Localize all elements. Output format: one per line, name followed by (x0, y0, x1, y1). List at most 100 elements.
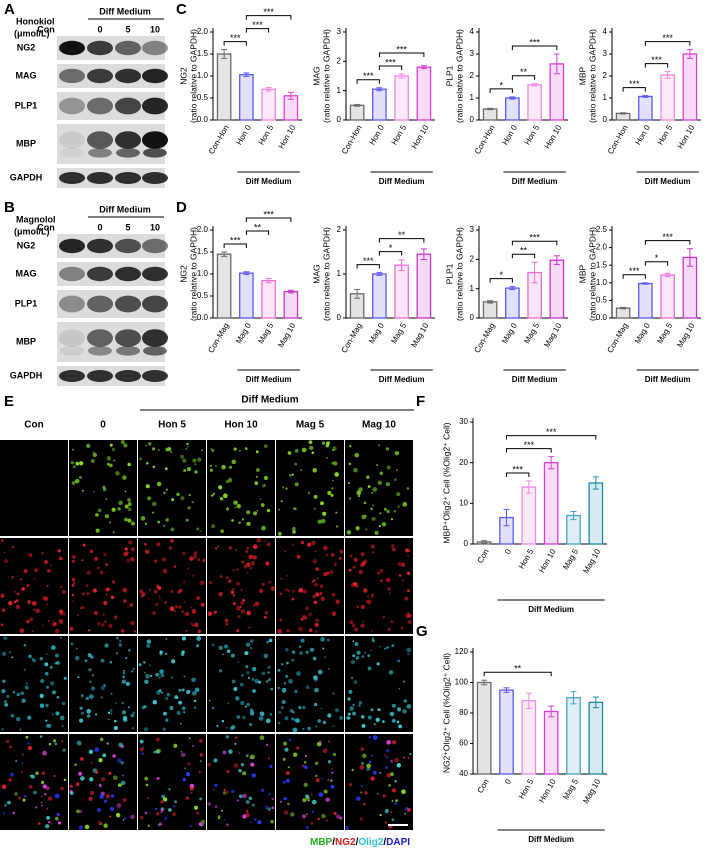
bar (499, 689, 514, 775)
cell-signal (104, 620, 107, 623)
cell-signal (370, 649, 372, 652)
cell-signal (211, 706, 215, 710)
cell-signal (292, 727, 298, 733)
y-axis-label: MBP (577, 264, 587, 283)
error-bar (487, 300, 494, 304)
cell-signal (338, 557, 342, 560)
cell-signal (121, 710, 127, 715)
cell-signal (279, 592, 282, 596)
cell-signal (222, 653, 225, 656)
cell-signal (105, 593, 108, 596)
cell-signal (122, 672, 126, 675)
cell-signal (37, 822, 41, 825)
cell-signal (88, 668, 92, 672)
x-tick-label: Mag 10 (581, 547, 602, 575)
cell-signal (69, 626, 74, 631)
x-tick-label: Hon 10 (537, 547, 558, 574)
lane-label: 5 (125, 222, 130, 232)
cell-signal (209, 464, 213, 467)
cell-signal (271, 797, 275, 801)
error-bar (620, 112, 627, 115)
cell-signal (145, 783, 149, 787)
cell-signal (349, 569, 352, 572)
cell-signal (170, 589, 174, 594)
bar (549, 259, 565, 319)
significance-bracket (245, 230, 270, 235)
cell-signal (180, 750, 183, 753)
cell-signal (183, 468, 187, 472)
cell-signal (1, 784, 7, 790)
cell-signal (305, 813, 308, 816)
cell-signal (236, 715, 241, 719)
cell-signal (302, 589, 307, 594)
cell-signal (122, 675, 125, 679)
cell-signal (245, 665, 249, 669)
cell-signal (371, 516, 376, 521)
x-tick-label: Hon 10 (537, 777, 558, 804)
cell-signal (45, 719, 48, 722)
cell-signal (183, 675, 186, 678)
cell-signal (218, 485, 223, 490)
cell-signal (232, 602, 236, 606)
cell-signal (334, 708, 339, 713)
lane-label: Con (37, 24, 55, 34)
cell-signal (348, 689, 353, 694)
cell-signal (227, 702, 230, 705)
cell-signal (84, 824, 90, 830)
x-tick-label: Mag 10 (276, 321, 297, 349)
blot-band (115, 238, 141, 254)
cell-signal (141, 592, 146, 597)
cell-signal (145, 484, 150, 489)
blot-row-label: MAG (16, 70, 37, 80)
cell-signal (334, 563, 337, 567)
cell-signal (122, 587, 128, 593)
cell-signal (191, 500, 194, 504)
significance-label: *** (230, 235, 241, 245)
cell-signal (34, 568, 39, 573)
significance-label: ** (514, 664, 522, 674)
lane-label: Con (37, 222, 55, 232)
cell-signal (311, 581, 314, 584)
bar (543, 710, 559, 775)
cell-signal (314, 584, 317, 586)
cell-signal (174, 800, 178, 804)
y-axis-label: (ratio relative to GAPDH) (454, 29, 464, 123)
cell-signal (26, 619, 30, 624)
x-tick-label: Mag 5 (655, 321, 674, 345)
cell-signal (224, 618, 229, 623)
cell-signal (95, 512, 99, 517)
x-tick-label: Mag 5 (256, 321, 275, 345)
cell-signal (207, 762, 211, 767)
cell-signal (70, 461, 74, 465)
cell-signal (327, 760, 332, 764)
cell-signal (105, 498, 108, 500)
cell-signal (300, 638, 305, 643)
error-bar (525, 692, 532, 709)
cell-signal (44, 793, 47, 796)
cell-signal (370, 708, 374, 712)
cell-signal (141, 752, 145, 755)
cell-signal (109, 521, 112, 524)
cell-signal (370, 629, 373, 632)
error-bar (592, 476, 599, 490)
cell-signal (245, 550, 248, 553)
x-tick-label: Hon 5 (517, 547, 536, 570)
bar (394, 75, 409, 121)
cell-signal (213, 610, 217, 614)
cell-signal (60, 613, 63, 616)
cell-signal (166, 692, 171, 697)
blot-band (87, 329, 113, 347)
cell-signal (110, 712, 113, 715)
y-tick-label: 2.0 (197, 225, 209, 234)
x-tick-label: Mag 10 (675, 321, 696, 349)
blot-row-label: NG2 (17, 42, 36, 52)
cell-signal (313, 702, 318, 707)
cell-signal (326, 441, 330, 445)
cell-signal (105, 794, 110, 799)
cell-signal (330, 493, 334, 497)
blot-band (88, 346, 112, 356)
lane-label: 10 (150, 222, 160, 232)
cell-signal (367, 654, 371, 658)
cell-signal (379, 771, 382, 774)
cell-signal (226, 769, 230, 774)
